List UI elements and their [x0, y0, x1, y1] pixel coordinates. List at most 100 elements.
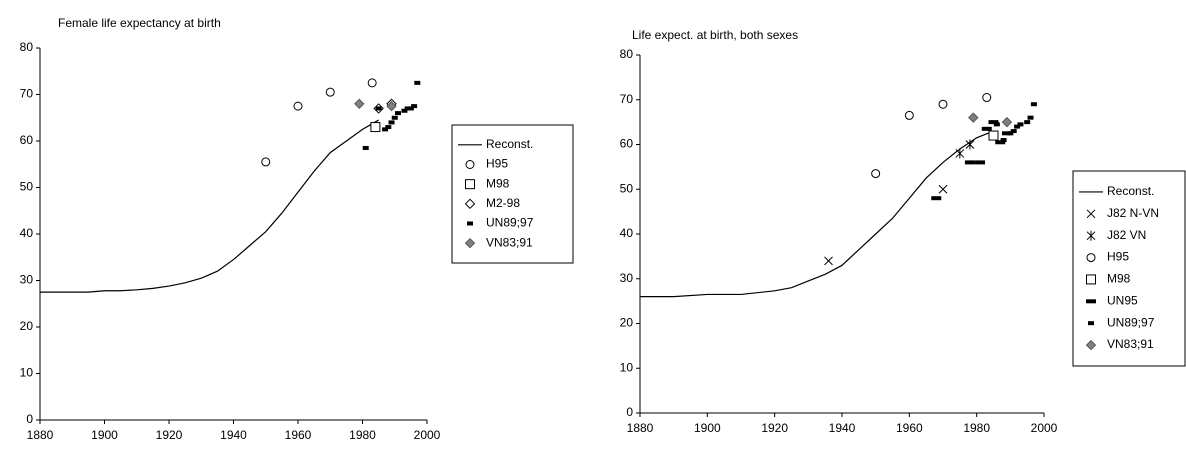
legend-label: H95 [486, 157, 508, 171]
legend-box [451, 124, 574, 264]
y-tick-label: 30 [620, 271, 634, 285]
point [1001, 131, 1012, 136]
point [1000, 138, 1007, 143]
point [938, 99, 948, 109]
y-tick-label: 0 [26, 412, 33, 426]
legend-label: Reconst. [1107, 184, 1154, 198]
legend-label: VN83;91 [1107, 337, 1154, 351]
point [1017, 122, 1024, 127]
line [40, 119, 379, 293]
legend-symbol [1088, 321, 1094, 326]
x-tick-label: 1960 [896, 421, 923, 435]
legend-symbol [465, 160, 475, 169]
point [414, 80, 421, 85]
y-tick-label: 20 [20, 319, 34, 333]
legend-symbol [1086, 253, 1096, 263]
point [955, 148, 965, 159]
x-tick-label: 1900 [91, 428, 118, 442]
point [1027, 115, 1034, 120]
y-tick-label: 10 [20, 366, 34, 380]
legend-symbol [467, 221, 473, 226]
legend-symbol [464, 237, 476, 249]
y-tick-label: 0 [626, 405, 633, 419]
x-tick-label: 1940 [220, 428, 247, 442]
point [407, 106, 414, 111]
y-tick-label: 50 [620, 181, 634, 195]
point [386, 100, 397, 112]
legend-symbol [464, 198, 476, 210]
legend-label: M98 [486, 176, 510, 190]
x-tick-label: 1920 [156, 428, 183, 442]
y-tick-label: 40 [620, 226, 634, 240]
legend-label: J82 VN [1107, 228, 1146, 242]
point [394, 111, 401, 116]
point [1010, 129, 1017, 134]
point [411, 104, 418, 109]
point [904, 110, 914, 120]
y-tick-label: 40 [20, 226, 34, 240]
legend-label: Reconst. [486, 137, 533, 151]
x-tick-label: 1880 [27, 428, 54, 442]
x-tick-label: 2000 [1031, 421, 1058, 435]
point [391, 115, 398, 120]
x-tick-label: 1900 [694, 421, 721, 435]
x-tick-label: 1960 [285, 428, 312, 442]
point [325, 87, 335, 97]
y-tick-label: 80 [620, 47, 634, 61]
y-tick-label: 10 [620, 360, 634, 374]
x-tick-label: 2000 [414, 428, 441, 442]
point [988, 120, 999, 125]
point [871, 169, 881, 179]
point [1007, 131, 1014, 136]
point [367, 78, 377, 88]
point [401, 108, 408, 113]
legend-box [1072, 170, 1186, 367]
y-tick-label: 30 [20, 273, 34, 287]
y-tick-label: 70 [20, 87, 34, 101]
point [385, 125, 392, 130]
point [1014, 124, 1021, 129]
point [293, 101, 303, 111]
point [964, 160, 975, 165]
point [981, 126, 992, 131]
chart-title: Life expect. at birth, both sexes [632, 28, 798, 42]
x-tick-label: 1880 [627, 421, 654, 435]
chart: Female life expectancy at birth 0 10 20 30 40… [20, 16, 574, 442]
legend-label: VN83;91 [486, 235, 533, 249]
legend-label: M98 [1107, 272, 1131, 286]
y-tick-label: 60 [20, 133, 34, 147]
point [261, 157, 271, 167]
legend-label: J82 N-VN [1107, 206, 1159, 220]
point [1001, 116, 1013, 128]
y-tick-label: 80 [20, 40, 34, 54]
legend-symbol [1086, 299, 1096, 304]
point [824, 256, 833, 266]
legend-label: UN89;97 [486, 216, 534, 230]
point [988, 130, 999, 141]
chart: Life expect. at birth, both sexes 0 10 20 30… [620, 28, 1186, 435]
point [965, 139, 975, 150]
y-tick-label: 50 [20, 180, 34, 194]
legend-symbol [1085, 339, 1097, 351]
point [382, 127, 389, 132]
point [993, 122, 1000, 127]
point [968, 112, 979, 123]
legend-symbol [465, 179, 475, 190]
y-tick-label: 20 [620, 316, 634, 330]
y-tick-label: 70 [620, 92, 634, 106]
point [362, 145, 369, 150]
x-tick-label: 1940 [829, 421, 856, 435]
legend-label: H95 [1107, 250, 1129, 264]
point [354, 98, 365, 110]
legend: Reconst. H95 M98 M2-98 UN89;97 VN83;91 [451, 124, 574, 264]
x-tick-label: 1980 [963, 421, 990, 435]
legend-symbol [1086, 274, 1096, 285]
y-tick-label: 60 [620, 137, 634, 151]
point [938, 184, 948, 194]
legend-symbol [1086, 230, 1096, 241]
legend-label: UN89;97 [1107, 315, 1155, 329]
point [1030, 102, 1037, 107]
x-tick-label: 1980 [349, 428, 376, 442]
point [1024, 120, 1031, 125]
